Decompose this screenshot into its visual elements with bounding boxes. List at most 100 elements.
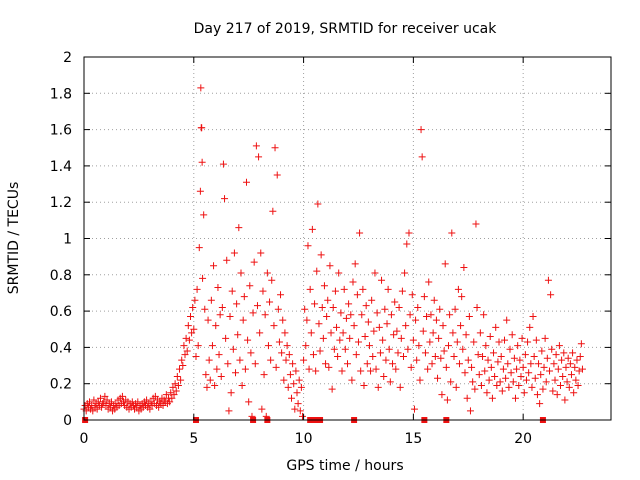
data-point — [503, 316, 511, 324]
data-point — [349, 278, 357, 286]
data-point — [212, 322, 220, 330]
data-point — [560, 349, 568, 357]
data-point — [554, 365, 562, 373]
data-point — [484, 356, 492, 364]
data-point — [309, 351, 317, 359]
data-point — [459, 345, 467, 353]
data-point — [181, 351, 189, 359]
data-point — [259, 287, 267, 295]
data-point — [492, 323, 500, 331]
data-point — [435, 334, 443, 342]
data-point — [415, 342, 423, 350]
data-point — [325, 363, 333, 371]
data-point — [490, 349, 498, 357]
data-point — [367, 367, 375, 375]
data-point — [551, 376, 559, 384]
data-point — [184, 322, 192, 330]
data-point — [297, 383, 305, 391]
data-point — [244, 336, 252, 344]
data-point — [423, 313, 431, 321]
data-point — [567, 371, 575, 379]
data-point — [204, 316, 212, 324]
data-point — [419, 327, 427, 335]
data-point — [432, 316, 440, 324]
data-point — [488, 394, 496, 402]
data-point — [215, 351, 223, 359]
data-point — [439, 322, 447, 330]
data-point — [451, 305, 459, 313]
data-point — [102, 401, 110, 409]
data-point — [519, 363, 527, 371]
data-point — [241, 365, 249, 373]
data-point — [370, 327, 378, 335]
data-point — [384, 285, 392, 293]
data-point — [404, 345, 412, 353]
data-point — [535, 360, 543, 368]
data-point — [289, 360, 297, 368]
data-point — [368, 296, 376, 304]
data-point — [395, 303, 403, 311]
data-point — [473, 303, 481, 311]
data-point — [193, 285, 201, 293]
data-point — [526, 323, 534, 331]
data-point — [229, 345, 237, 353]
data-point — [277, 291, 285, 299]
data-point — [564, 354, 572, 362]
data-point — [396, 383, 404, 391]
data-point — [238, 382, 246, 390]
data-point — [103, 396, 111, 404]
data-point — [292, 367, 300, 375]
y-tick-label: 0.6 — [50, 304, 72, 320]
data-point — [412, 316, 420, 324]
data-point — [507, 369, 515, 377]
data-point — [549, 387, 557, 395]
data-point — [171, 380, 179, 388]
data-point — [326, 262, 334, 270]
data-point — [447, 378, 455, 386]
data-point — [470, 338, 478, 346]
data-point — [291, 405, 299, 413]
data-point — [183, 347, 191, 355]
y-tick-label: 1.2 — [50, 195, 72, 211]
data-point — [327, 329, 335, 337]
data-points — [80, 84, 586, 420]
data-point — [520, 389, 528, 397]
data-point — [364, 318, 372, 326]
data-point — [570, 389, 578, 397]
data-point — [504, 360, 512, 368]
data-point — [213, 365, 221, 373]
data-point — [335, 269, 343, 277]
data-point — [386, 378, 394, 386]
data-point — [280, 376, 288, 384]
data-point — [320, 282, 328, 290]
data-point — [420, 293, 428, 301]
data-point — [479, 352, 487, 360]
data-point — [524, 338, 532, 346]
data-point — [480, 311, 488, 319]
data-point — [506, 345, 514, 353]
data-point — [383, 320, 391, 328]
data-point — [347, 311, 355, 319]
data-point — [313, 267, 321, 275]
data-point — [487, 363, 495, 371]
data-point — [271, 144, 279, 152]
data-point — [223, 256, 231, 264]
data-point — [301, 305, 309, 313]
data-point — [356, 229, 364, 237]
data-point — [226, 313, 234, 321]
data-point — [375, 323, 383, 331]
data-point — [330, 345, 338, 353]
data-point — [572, 376, 580, 384]
data-point — [207, 296, 215, 304]
data-point — [571, 363, 579, 371]
data-point — [182, 334, 190, 342]
data-point — [482, 342, 490, 350]
data-point — [379, 336, 387, 344]
data-point — [546, 367, 554, 375]
data-point — [407, 363, 415, 371]
chart-title: Day 217 of 2019, SRMTID for receiver uca… — [194, 21, 498, 37]
x-tick-label: 20 — [514, 431, 532, 447]
data-point — [574, 382, 582, 390]
data-point — [322, 360, 330, 368]
